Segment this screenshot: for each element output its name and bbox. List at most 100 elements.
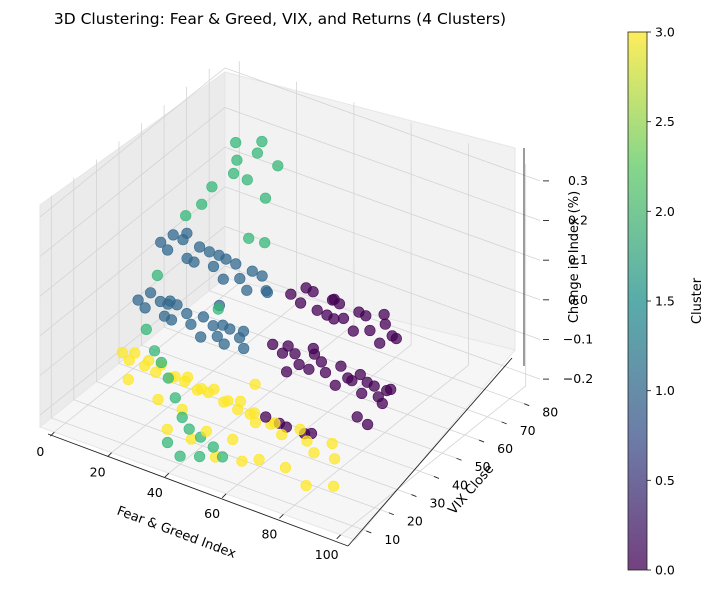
scatter-point-cluster-1 <box>230 258 242 270</box>
y-tick <box>433 475 440 479</box>
axis-lines <box>47 148 525 547</box>
scatter-point-cluster-1 <box>197 311 209 323</box>
y-tick <box>501 421 507 425</box>
scatter-point-cluster-1 <box>256 270 268 282</box>
scatter-point-cluster-3 <box>179 375 191 388</box>
scatter-point-cluster-2 <box>241 174 253 186</box>
y-gridline <box>73 177 389 514</box>
y-axis-line <box>347 357 513 547</box>
scatter-point-cluster-1 <box>217 273 229 285</box>
scatter-point-cluster-0 <box>295 297 307 309</box>
scatter-point-cluster-0 <box>329 379 341 391</box>
y-gridline <box>50 195 367 532</box>
scatter-point-cluster-0 <box>390 333 402 345</box>
scatter-point-cluster-3 <box>152 393 164 406</box>
scatter-point-cluster-1 <box>246 265 258 277</box>
scatter-point-cluster-0 <box>289 348 301 360</box>
scatter-point-cluster-1 <box>162 244 174 256</box>
scatter-point-cluster-1 <box>145 287 157 299</box>
scatter-point-cluster-0 <box>281 366 293 378</box>
y-gridline <box>163 105 480 441</box>
scatter-point-cluster-0 <box>368 380 380 392</box>
scatter-point-cluster-3 <box>253 453 265 466</box>
z-tick-label: 0.2 <box>568 213 588 228</box>
z-tick-label: 0.1 <box>568 252 588 267</box>
scatter-point-cluster-3 <box>150 366 162 378</box>
scatter-point-cluster-3 <box>236 455 248 467</box>
z-gridline <box>39 107 541 257</box>
scatter-point-cluster-2 <box>162 372 174 384</box>
scatter-point-cluster-2 <box>180 210 192 222</box>
scatter-point-cluster-1 <box>132 294 144 306</box>
scatter-point-cluster-1 <box>224 323 236 335</box>
colorbar-label: Cluster <box>690 277 705 324</box>
scatter-point-cluster-2 <box>206 181 218 193</box>
scatter-point-cluster-0 <box>260 411 272 423</box>
scatter-point-cluster-3 <box>222 395 234 407</box>
scatter-point-cluster-1 <box>155 236 167 248</box>
y-tick-label: 40 <box>452 477 468 492</box>
scatter-point-cluster-1 <box>220 253 232 265</box>
scatter-point-cluster-2 <box>256 135 268 148</box>
z-gridline <box>39 226 541 376</box>
scatter-point-cluster-1 <box>261 286 274 299</box>
scatter-point-cluster-0 <box>333 298 346 310</box>
scatter-point-cluster-0 <box>356 387 368 400</box>
y-gridline <box>208 68 525 405</box>
scatter-point-cluster-0 <box>315 356 328 368</box>
scatter-point-cluster-2 <box>207 441 219 453</box>
y-tick-label: 20 <box>407 514 423 529</box>
scatter-point-cluster-0 <box>347 325 359 337</box>
y-gridline <box>118 141 435 477</box>
y-tick <box>456 457 462 461</box>
scatter-point-cluster-2 <box>176 411 188 424</box>
scatter-point-cluster-0 <box>267 338 279 351</box>
scatter-point-cluster-0 <box>346 375 358 387</box>
scatter-point-cluster-1 <box>241 284 253 296</box>
scatter-point-cluster-2 <box>155 356 167 369</box>
y-tick-label: 70 <box>520 423 536 438</box>
scatter-point-cluster-2 <box>231 154 243 166</box>
x-tick-label: 40 <box>147 485 163 500</box>
scatter-point-cluster-0 <box>328 313 340 325</box>
scatter-point-cluster-2 <box>272 160 284 172</box>
scatter-point-cluster-2 <box>148 345 161 357</box>
scatter-point-cluster-1 <box>234 273 246 285</box>
scatter-point-cluster-3 <box>294 423 306 436</box>
x-axis-line <box>47 433 349 547</box>
x-gridline <box>225 122 412 495</box>
z-gridline <box>39 265 541 416</box>
z-gridline <box>39 67 541 218</box>
scatter-point-cluster-2 <box>259 237 271 249</box>
scatter-point-cluster-3 <box>329 453 341 465</box>
scatter-point-cluster-3 <box>308 447 320 459</box>
axis-ticks: 0 20 40 60 80 100 10 20 30 40 50 60 70 80 −0.2 −0.1 0.0 0… <box>36 173 593 562</box>
scatter-point-cluster-2 <box>251 147 263 159</box>
y-tick <box>388 512 395 516</box>
scatter-point-cluster-1 <box>203 246 215 258</box>
x-tick <box>164 472 170 478</box>
scatter-point-cluster-0 <box>379 318 391 330</box>
scatter-point-cluster-3 <box>185 433 197 445</box>
scatter-point-cluster-2 <box>151 269 163 282</box>
x-tick-label: 20 <box>90 465 106 480</box>
z-tick-label: 0.0 <box>568 292 588 307</box>
y-tick <box>411 494 417 497</box>
scatter-point-cluster-0 <box>385 383 397 396</box>
scatter-point-cluster-3 <box>249 417 262 429</box>
colorbar-tick-label: 0.5 <box>655 473 675 488</box>
y-tick-label: 10 <box>384 532 400 547</box>
z-gridline <box>39 186 541 337</box>
scatter-point-cluster-3 <box>276 429 288 441</box>
scatter-point-cluster-0 <box>303 363 315 375</box>
scatter-point-cluster-2 <box>230 137 242 149</box>
scatter-point-cluster-1 <box>211 330 223 343</box>
colorbar-tick-label: 2.5 <box>655 114 675 129</box>
colorbar <box>627 31 648 571</box>
scatter-point-cluster-0 <box>374 337 386 349</box>
scatter-point-cluster-2 <box>243 232 255 244</box>
scatter-point-cluster-0 <box>362 418 374 431</box>
scatter-point-cluster-3 <box>279 462 292 474</box>
scatter-point-cluster-3 <box>326 437 338 450</box>
x-gridline <box>283 143 469 515</box>
